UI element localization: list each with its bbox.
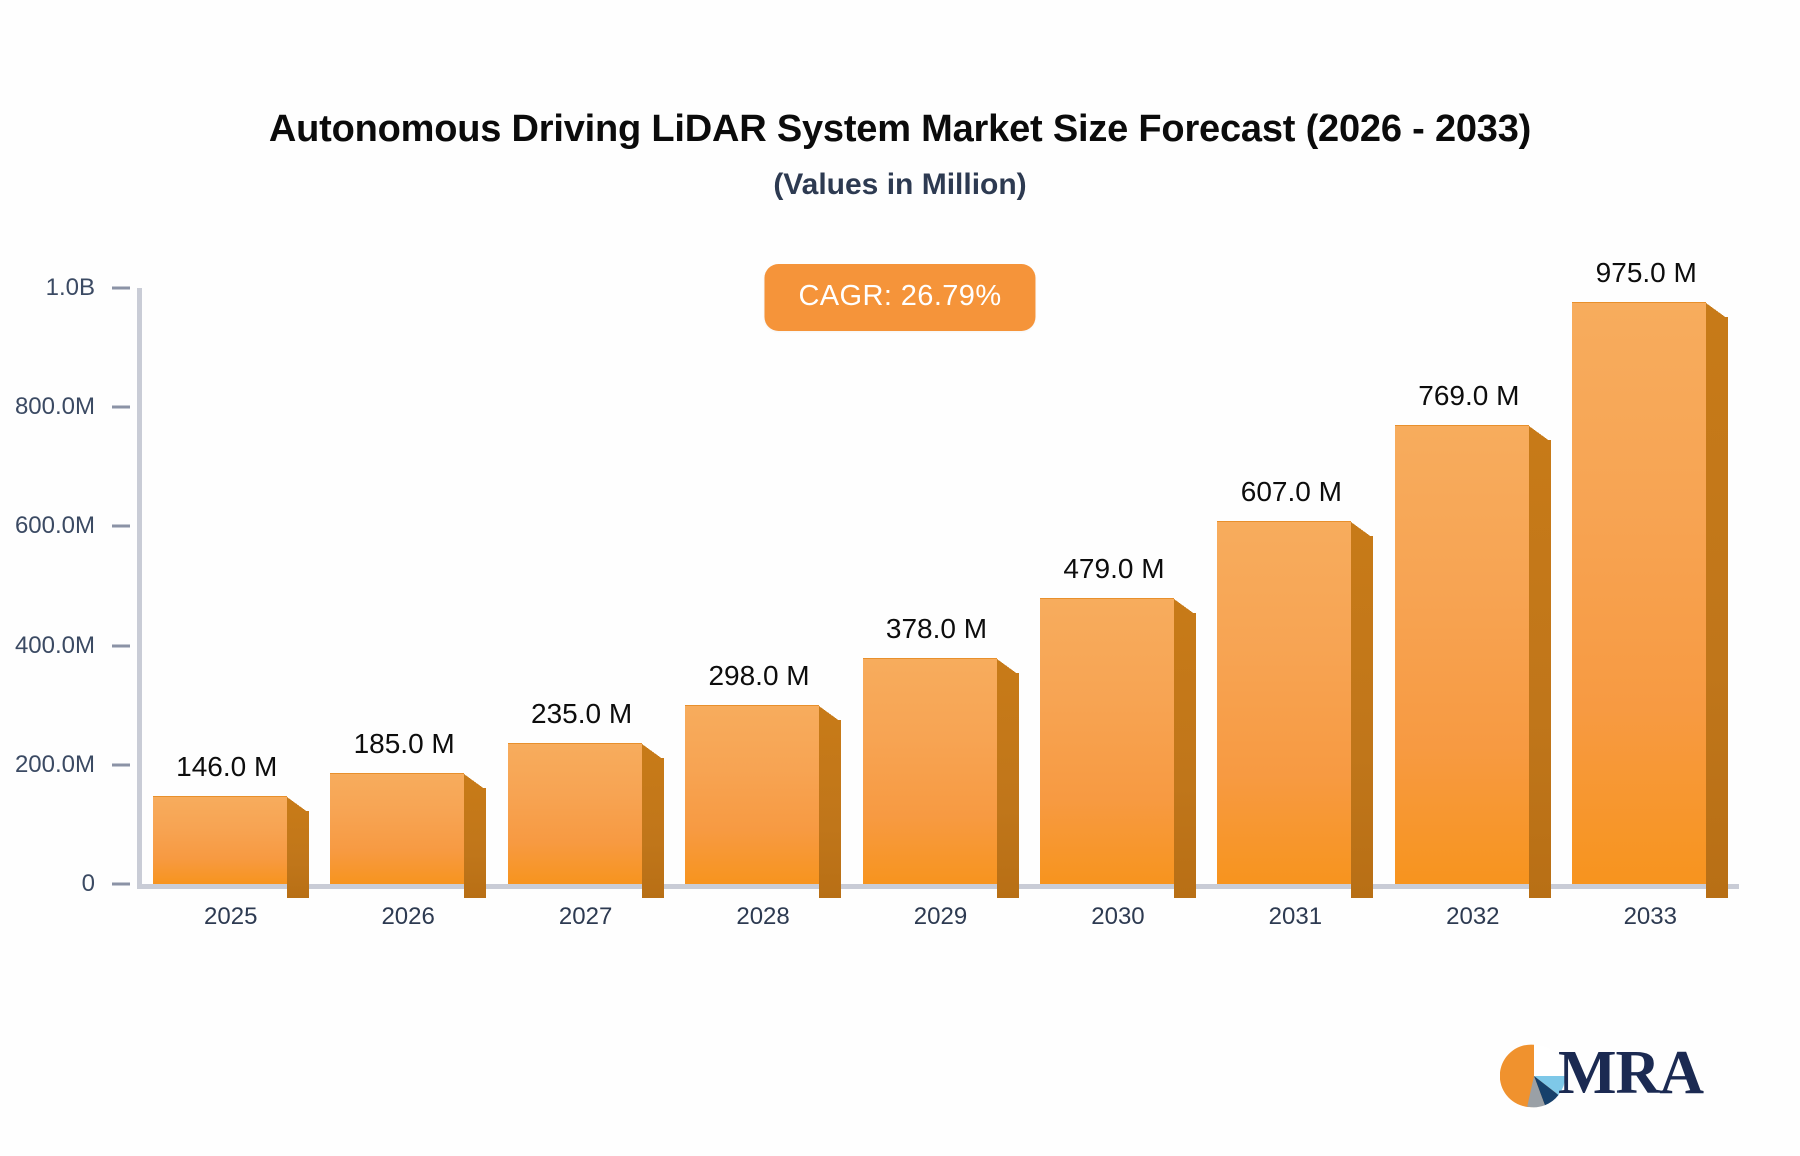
y-axis-tick-label: 1.0B: [45, 274, 95, 301]
y-axis-tick-label: 800.0M: [14, 393, 95, 421]
bar: [330, 772, 487, 898]
bar-front-face: [685, 705, 820, 884]
bar-value-label: 607.0 M: [1240, 476, 1342, 508]
bar-value-label: 185.0 M: [353, 727, 455, 759]
x-axis-tick-label: 2031: [1268, 903, 1323, 930]
bar-side-face: [1173, 612, 1196, 898]
x-axis-tick-label: 2033: [1623, 903, 1677, 930]
bar-side-face: [996, 672, 1019, 898]
x-axis-tick-label: 2032: [1446, 903, 1500, 930]
y-axis-tick-mark: [112, 286, 130, 290]
y-axis-line: [137, 288, 142, 886]
y-axis-tick-label: 200.0M: [14, 750, 95, 778]
y-axis-tick-label: 600.0M: [14, 512, 95, 540]
bar-front-face: [1572, 301, 1707, 884]
bar-front-face: [152, 795, 287, 884]
cagr-badge: CAGR: 26.79%: [764, 264, 1036, 331]
y-axis-tick-mark: [112, 882, 130, 886]
bar-front-face: [1039, 597, 1174, 884]
bar-side-face: [819, 720, 842, 898]
bar-value-label: 235.0 M: [531, 697, 633, 729]
bar: [1039, 597, 1196, 898]
bar: [862, 657, 1019, 898]
bar-side-face: [464, 787, 487, 898]
x-axis-tick-label: 2029: [913, 903, 968, 930]
bar-value-label: 146.0 M: [176, 750, 278, 782]
bar-front-face: [1217, 521, 1352, 884]
bar-side-face: [641, 757, 664, 898]
bar-top-bevel: [464, 773, 487, 790]
bar-value-label: 378.0 M: [885, 612, 988, 644]
x-axis-tick-label: 2028: [736, 903, 790, 930]
page-title: Autonomous Driving LiDAR System Market S…: [268, 108, 1532, 150]
bar-value-label: 298.0 M: [708, 660, 810, 692]
bar-front-face: [1394, 424, 1529, 884]
y-axis-tick-mark: [112, 644, 130, 648]
bar-top-bevel: [996, 658, 1019, 675]
bar-value-label: 479.0 M: [1063, 552, 1165, 584]
bar: [507, 742, 664, 898]
chart-subtitle: (Values in Million): [773, 168, 1027, 201]
bar-front-face: [862, 657, 997, 884]
brand-logo: MRA: [1499, 1036, 1710, 1116]
x-axis-tick-label: 2030: [1091, 903, 1145, 930]
bar-side-face: [1351, 536, 1374, 898]
pie-chart-logo-mark: [1499, 1042, 1568, 1110]
bar: [685, 705, 842, 898]
bar-top-bevel: [819, 706, 842, 723]
x-axis-tick-label: 2026: [381, 903, 435, 930]
bar-top-bevel: [286, 796, 309, 813]
bar-top-bevel: [641, 743, 664, 760]
bar-front-face: [507, 742, 642, 884]
bar-value-label: 769.0 M: [1418, 379, 1520, 411]
x-axis-tick-label: 2027: [558, 903, 613, 930]
bar-side-face: [1706, 316, 1729, 898]
bar-top-bevel: [1351, 522, 1374, 539]
bar-top-bevel: [1173, 598, 1196, 615]
bar: [1394, 424, 1551, 898]
bar-top-bevel: [1706, 302, 1729, 319]
bar-side-face: [286, 810, 309, 898]
bar: [1217, 521, 1374, 898]
y-axis-tick-label: 0: [81, 870, 95, 897]
bar-top-bevel: [1528, 425, 1551, 442]
bar-side-face: [1528, 439, 1551, 898]
bar: [1572, 301, 1729, 898]
bar: [152, 795, 309, 898]
y-axis-tick-mark: [112, 763, 130, 767]
brand-logo-text: MRA: [1558, 1039, 1704, 1107]
y-axis-tick-label: 400.0M: [14, 631, 95, 659]
x-axis-line: [137, 884, 1739, 889]
x-axis-tick-label: 2025: [204, 903, 258, 930]
y-axis-tick-mark: [112, 524, 130, 528]
bar-front-face: [330, 772, 465, 884]
bar-value-label: 975.0 M: [1595, 256, 1697, 288]
y-axis-tick-mark: [112, 405, 130, 409]
